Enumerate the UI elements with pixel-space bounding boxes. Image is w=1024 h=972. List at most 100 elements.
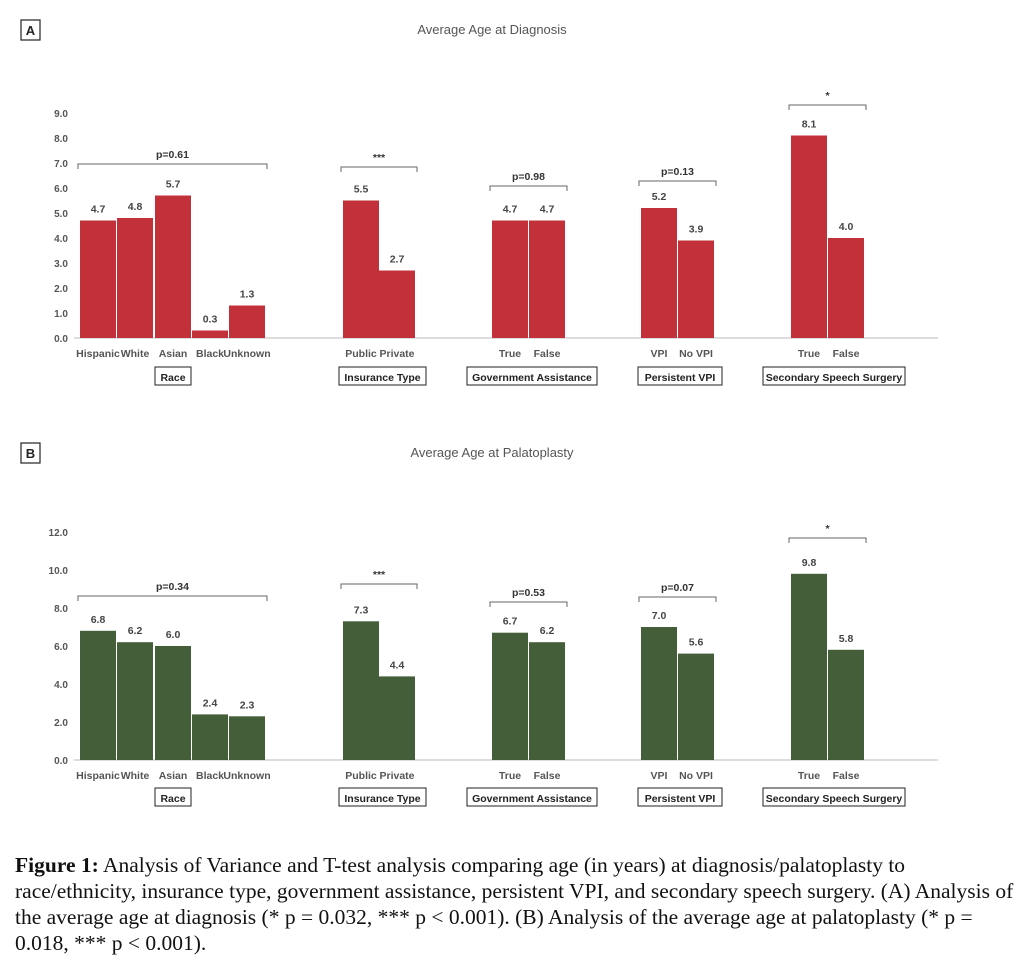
data-label: 2.7 — [390, 254, 405, 266]
category-label: Asian — [159, 348, 188, 360]
significance-label: * — [825, 90, 830, 102]
bar — [117, 642, 153, 760]
data-label: 5.5 — [354, 184, 369, 196]
category-label: Private — [379, 770, 414, 782]
y-tick-label: 4.0 — [54, 680, 68, 691]
panel-label: A — [26, 23, 36, 38]
data-label: 7.0 — [652, 610, 667, 622]
significance-bracket — [638, 596, 717, 602]
y-tick-label: 0.0 — [54, 756, 68, 767]
category-label: Asian — [159, 770, 188, 782]
category-label: VPI — [651, 348, 668, 360]
group-label-box — [466, 366, 598, 386]
data-label: 4.7 — [540, 204, 555, 216]
panel-label: B — [26, 446, 35, 461]
data-label: 5.6 — [689, 637, 704, 649]
y-tick-label: 6.0 — [54, 184, 68, 195]
category-label: False — [833, 770, 860, 782]
significance-label: p=0.34 — [156, 581, 189, 593]
group-label: Insurance Type — [344, 372, 420, 384]
category-label: False — [833, 348, 860, 360]
y-tick-label: 9.0 — [54, 109, 68, 120]
category-label: Hispanic — [76, 770, 120, 782]
significance-bracket — [77, 163, 268, 169]
bar — [492, 220, 528, 338]
significance-label: *** — [373, 152, 386, 164]
category-label: True — [499, 348, 521, 360]
bar — [529, 220, 565, 338]
group-label: Secondary Speech Surgery — [766, 372, 903, 384]
group-label: Insurance Type — [344, 793, 420, 805]
data-label: 8.1 — [802, 119, 817, 131]
y-tick-label: 1.0 — [54, 309, 68, 320]
data-label: 4.7 — [91, 204, 106, 216]
data-label: 3.9 — [689, 224, 704, 236]
data-label: 0.3 — [203, 314, 218, 326]
group-label-box — [338, 787, 427, 807]
data-label: 4.4 — [390, 659, 405, 671]
significance-bracket — [489, 185, 568, 191]
group-label: Government Assistance — [472, 793, 592, 805]
bar — [641, 627, 677, 760]
group-label-box — [637, 787, 723, 807]
group-label: Race — [160, 793, 185, 805]
bar — [117, 218, 153, 338]
panel-label-box — [20, 19, 41, 41]
data-label: 6.8 — [91, 614, 106, 626]
data-label: 2.3 — [240, 699, 255, 711]
category-label: Black — [196, 348, 224, 360]
category-label: No VPI — [679, 348, 713, 360]
chart-b-svg: B Average Age at Palatoplasty 0.0 2.0 4.0 6.0… — [20, 442, 938, 807]
bar — [155, 646, 191, 760]
category-label: White — [121, 770, 150, 782]
panel-b: B Average Age at Palatoplasty 0.0 2.0 4.0 6.0… — [0, 420, 1024, 840]
data-label: 4.0 — [839, 221, 854, 233]
data-label: 7.3 — [354, 604, 369, 616]
y-tick-label: 8.0 — [54, 134, 68, 145]
significance-label: p=0.61 — [156, 149, 189, 161]
significance-label: p=0.53 — [512, 587, 545, 599]
bar — [192, 714, 228, 760]
y-tick-label: 10.0 — [49, 566, 69, 577]
category-label: No VPI — [679, 770, 713, 782]
bar — [80, 220, 116, 338]
chart-a-svg: A Average Age at Diagnosis 0.0 1.0 2.0 3.0 4.0… — [20, 19, 938, 386]
bar — [379, 676, 415, 760]
category-label: Private — [379, 348, 414, 360]
data-label: 6.7 — [503, 616, 518, 628]
chart-title: Average Age at Palatoplasty — [410, 445, 574, 460]
chart-title: Average Age at Diagnosis — [417, 22, 567, 37]
group-label-box — [637, 366, 723, 386]
bar — [641, 208, 677, 338]
y-tick-label: 12.0 — [49, 528, 69, 539]
category-label: Unknown — [223, 770, 270, 782]
significance-bracket — [489, 601, 568, 607]
group-label-box — [154, 366, 192, 386]
category-label: True — [499, 770, 521, 782]
group-label: Secondary Speech Surgery — [766, 793, 903, 805]
bar — [80, 630, 116, 760]
bar — [229, 716, 265, 760]
category-label: True — [798, 348, 820, 360]
bar — [155, 195, 191, 338]
category-label: Unknown — [223, 348, 270, 360]
panel-a: A Average Age at Diagnosis 0.0 1.0 2.0 3.0 4.0… — [0, 0, 1024, 420]
significance-bracket — [77, 595, 268, 601]
group-label-box — [762, 787, 906, 807]
significance-bracket — [788, 537, 867, 543]
bar — [828, 649, 864, 760]
data-label: 6.2 — [540, 625, 555, 637]
significance-label: p=0.98 — [512, 171, 545, 183]
figure-caption: Figure 1: Analysis of Variance and T-tes… — [15, 852, 1020, 956]
category-label: False — [534, 770, 561, 782]
significance-bracket — [638, 180, 717, 186]
bar — [492, 632, 528, 760]
category-label: White — [121, 348, 150, 360]
caption-text: Analysis of Variance and T-test analysis… — [15, 853, 1014, 955]
data-label: 2.4 — [203, 697, 218, 709]
significance-bracket — [788, 104, 867, 110]
group-label: Persistent VPI — [645, 793, 716, 805]
category-label: True — [798, 770, 820, 782]
significance-label: p=0.13 — [661, 166, 694, 178]
data-label: 5.8 — [839, 633, 854, 645]
